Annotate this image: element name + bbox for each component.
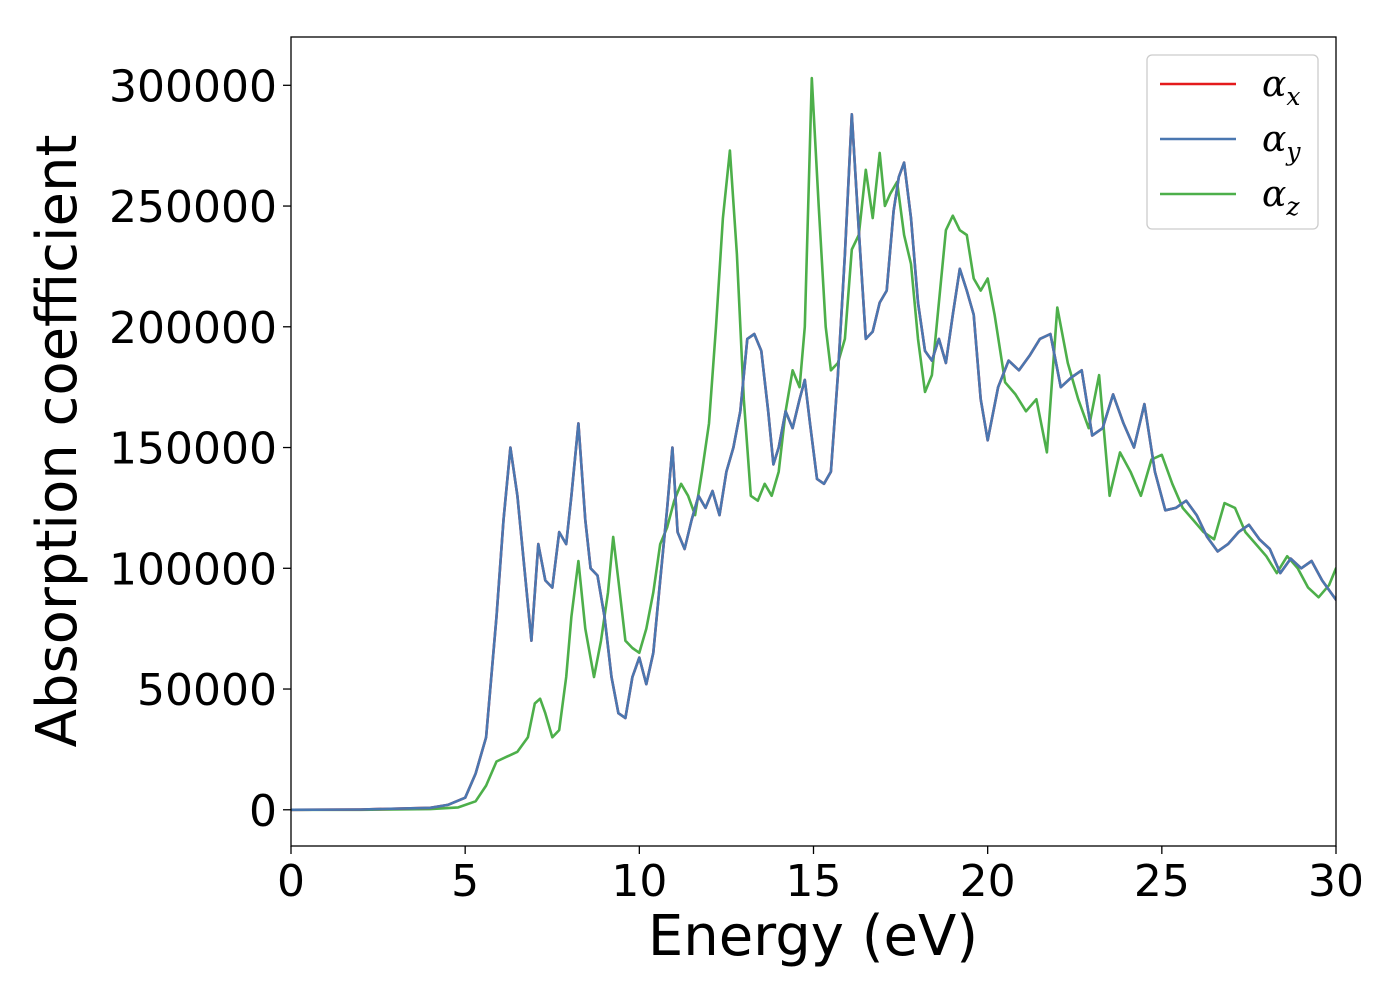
- legend-label-main: α: [1262, 64, 1286, 105]
- series-layer: [291, 76, 1336, 812]
- x-tick-label: 15: [786, 856, 842, 907]
- legend-box: [1146, 54, 1319, 230]
- series-line-z: [291, 76, 1336, 812]
- y-tick-label: 100000: [109, 544, 277, 595]
- y-tick-label: 50000: [137, 665, 277, 716]
- legend-label-subscript: y: [1285, 137, 1301, 166]
- x-tick-label: 10: [611, 856, 667, 907]
- legend-label-z: αz: [1262, 174, 1300, 221]
- y-axis: 0 50000 100000 150000 200000 250000 300000: [109, 61, 291, 837]
- legend-label-subscript: x: [1286, 82, 1300, 111]
- y-tick-label: 0: [249, 786, 277, 837]
- x-axis: 0 5 10 15 20 25 30: [277, 846, 1364, 907]
- y-tick-label: 300000: [109, 61, 277, 112]
- y-tick-label: 150000: [109, 424, 277, 475]
- x-tick-label: 0: [277, 856, 305, 907]
- legend-label-main: α: [1262, 119, 1286, 160]
- y-axis-label: Absorption coefficient: [25, 135, 90, 748]
- legend-label-subscript: z: [1285, 192, 1300, 221]
- series-line-y: [291, 113, 1336, 812]
- y-tick-label: 250000: [109, 182, 277, 233]
- y-tick-label: 200000: [109, 303, 277, 354]
- legend-label-y: αy: [1262, 119, 1301, 166]
- x-tick-label: 5: [451, 856, 479, 907]
- x-tick-label: 30: [1308, 856, 1364, 907]
- legend-label-main: α: [1262, 174, 1286, 215]
- x-axis-label: Energy (eV): [648, 904, 978, 969]
- x-tick-label: 25: [1134, 856, 1190, 907]
- x-tick-label: 20: [960, 856, 1016, 907]
- legend-label-x: αx: [1262, 64, 1300, 111]
